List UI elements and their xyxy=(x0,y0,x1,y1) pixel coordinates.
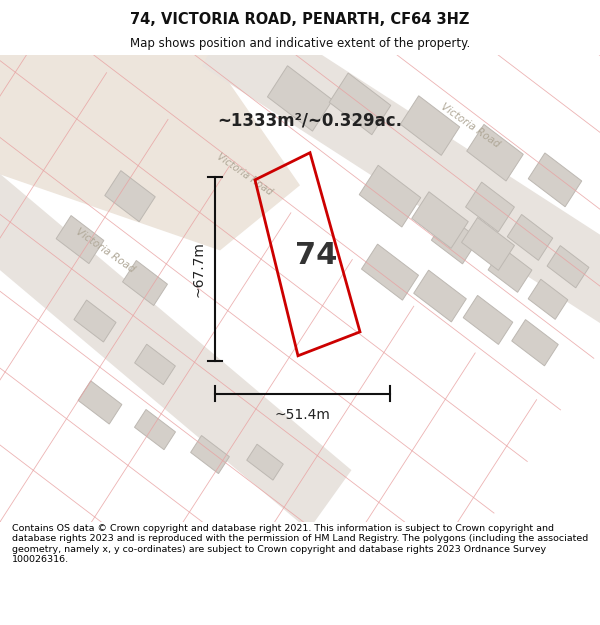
Polygon shape xyxy=(56,216,104,264)
Text: ~67.7m: ~67.7m xyxy=(192,241,206,297)
Polygon shape xyxy=(466,182,514,232)
Polygon shape xyxy=(74,300,116,342)
Polygon shape xyxy=(78,381,122,424)
Polygon shape xyxy=(105,171,155,222)
Polygon shape xyxy=(461,217,514,271)
Text: Victoria Road: Victoria Road xyxy=(439,101,502,149)
Polygon shape xyxy=(0,150,352,530)
Polygon shape xyxy=(400,96,460,156)
Polygon shape xyxy=(528,153,582,207)
Text: Victoria Road: Victoria Road xyxy=(74,226,136,274)
Polygon shape xyxy=(134,344,175,384)
Polygon shape xyxy=(122,261,167,306)
Polygon shape xyxy=(134,409,175,450)
Text: Victoria Road: Victoria Road xyxy=(215,151,275,198)
Polygon shape xyxy=(247,444,283,480)
Polygon shape xyxy=(359,165,421,227)
Polygon shape xyxy=(329,73,391,135)
Polygon shape xyxy=(414,270,466,322)
Polygon shape xyxy=(507,214,553,261)
Polygon shape xyxy=(488,248,532,292)
Text: 74: 74 xyxy=(295,241,337,269)
Polygon shape xyxy=(463,296,513,344)
Polygon shape xyxy=(202,1,600,338)
Text: ~51.4m: ~51.4m xyxy=(275,409,331,422)
Text: 74, VICTORIA ROAD, PENARTH, CF64 3HZ: 74, VICTORIA ROAD, PENARTH, CF64 3HZ xyxy=(130,12,470,27)
Polygon shape xyxy=(268,66,332,131)
Polygon shape xyxy=(0,55,300,251)
Polygon shape xyxy=(467,124,523,181)
Polygon shape xyxy=(191,436,229,474)
Text: Contains OS data © Crown copyright and database right 2021. This information is : Contains OS data © Crown copyright and d… xyxy=(12,524,588,564)
Polygon shape xyxy=(412,192,468,248)
Text: Map shows position and indicative extent of the property.: Map shows position and indicative extent… xyxy=(130,38,470,51)
Polygon shape xyxy=(547,246,589,288)
Polygon shape xyxy=(361,244,419,300)
Polygon shape xyxy=(528,279,568,319)
Polygon shape xyxy=(512,319,558,366)
Polygon shape xyxy=(431,215,479,264)
Text: ~1333m²/~0.329ac.: ~1333m²/~0.329ac. xyxy=(218,111,403,129)
